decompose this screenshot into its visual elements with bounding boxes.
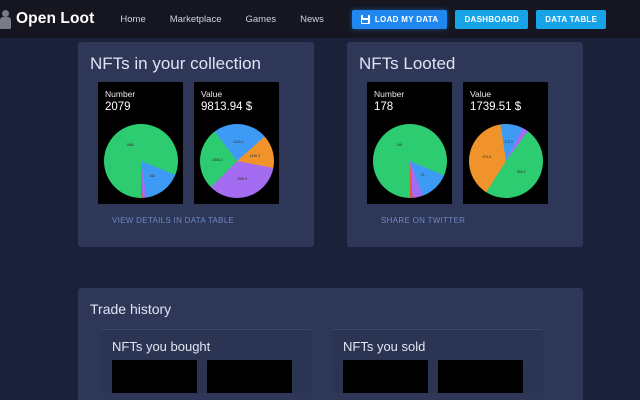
view-details-in-data-table-link[interactable]: VIEW DETAILS IN DATA TABLE (112, 216, 235, 225)
pie-slice-label: 145 (396, 143, 402, 148)
nfts-you-bought-cards (100, 354, 312, 393)
nfts-you-sold-cards (331, 354, 543, 393)
nfts-you-bought-chart-card (112, 360, 197, 393)
collection-number-card: Number 2079 1686 343 (98, 82, 183, 204)
brand[interactable]: Open Loot (0, 8, 94, 30)
panel-nfts-in-your-collection: NFTs in your collection Number 2079 1686… (78, 42, 314, 247)
pie-slice-label: 2668.2 (212, 157, 223, 162)
collection-value-pie-chart: 3385.3 2668.2 2330.1 1430.3 (199, 124, 274, 198)
pie-slice-label: 671.6 (482, 155, 492, 160)
pie-slice-label: 23 (420, 172, 425, 177)
looted-number-value: 178 (374, 101, 394, 113)
looted-chart-row: Number 178 145 23 Value 1739.51 $ 852.4 67… (347, 74, 583, 204)
collection-chart-row: Number 2079 1686 343 Value 9813.94 $ 3385… (78, 74, 314, 204)
collection-number-value: 2079 (105, 101, 131, 113)
collection-number-pie-chart: 1686 343 (103, 124, 178, 198)
panel-nfts-you-bought: NFTs you bought (100, 329, 312, 393)
pie-slice-label: 1430.3 (249, 153, 260, 158)
load-my-data-label: LOAD MY DATA (374, 14, 439, 24)
collection-value-label: Value (201, 89, 223, 99)
looted-value-label: Value (470, 89, 492, 99)
load-my-data-button[interactable]: LOAD MY DATA (351, 9, 448, 29)
panel-title-looted: NFTs Looted (359, 54, 456, 73)
share-on-twitter-link[interactable]: SHARE ON TWITTER (381, 216, 466, 225)
panel-title-collection: NFTs in your collection (90, 54, 262, 73)
panel-nfts-you-sold: NFTs you sold (331, 329, 543, 393)
pie-slice-label: 172.3 (504, 140, 513, 145)
nav-link-marketplace[interactable]: Marketplace (169, 13, 222, 25)
panel-title-trade-history: Trade history (90, 301, 172, 317)
pie-slice-label: 343 (149, 173, 156, 178)
looted-value-pie-chart: 852.4 671.6 172.3 (468, 124, 543, 198)
nfts-you-bought-chart-card (207, 360, 292, 393)
panel-nfts-looted: NFTs Looted Number 178 145 23 Value 1739.… (347, 42, 583, 247)
nfts-you-sold-chart-card (343, 360, 428, 393)
dashboard-button[interactable]: DASHBOARD (455, 9, 529, 29)
nav-links: Home Marketplace Games News (120, 14, 347, 25)
trade-sub-row: NFTs you bought NFTs you sold (78, 317, 583, 393)
looted-number-card: Number 178 145 23 (367, 82, 452, 204)
looted-number-pie-chart: 145 23 (372, 124, 447, 198)
nav-link-home[interactable]: Home (120, 13, 146, 25)
pie-slice-label: 2330.1 (233, 140, 244, 145)
navbar: Open Loot Home Marketplace Games News LO… (0, 0, 640, 38)
open-loot-logo-icon (0, 8, 16, 30)
brand-name: Open Loot (16, 10, 95, 27)
collection-number-label: Number (105, 89, 136, 99)
pie-slice-label: 1686 (126, 143, 134, 148)
nav-buttons: LOAD MY DATA DASHBOARD DATA TABLE (351, 9, 614, 29)
pie-slice-label: 852.4 (516, 169, 526, 174)
collection-value-card: Value 9813.94 $ 3385.3 2668.2 2330.1 1430.3 (194, 82, 279, 204)
collection-value-value: 9813.94 $ (201, 101, 253, 113)
looted-value-card: Value 1739.51 $ 852.4 671.6 172.3 (463, 82, 548, 204)
looted-number-label: Number (374, 89, 405, 99)
nfts-you-sold-chart-card (438, 360, 523, 393)
nav-link-news[interactable]: News (300, 13, 324, 25)
nfts-you-sold-title: NFTs you sold (343, 339, 426, 354)
save-icon (360, 14, 370, 24)
looted-value-value: 1739.51 $ (470, 101, 522, 113)
nfts-you-bought-title: NFTs you bought (112, 339, 211, 354)
data-table-button[interactable]: DATA TABLE (536, 9, 607, 29)
panel-trade-history: Trade history NFTs you bought NFTs you s… (78, 288, 583, 400)
pie-slice-label: 3385.3 (236, 177, 248, 182)
nav-link-games[interactable]: Games (245, 13, 277, 25)
